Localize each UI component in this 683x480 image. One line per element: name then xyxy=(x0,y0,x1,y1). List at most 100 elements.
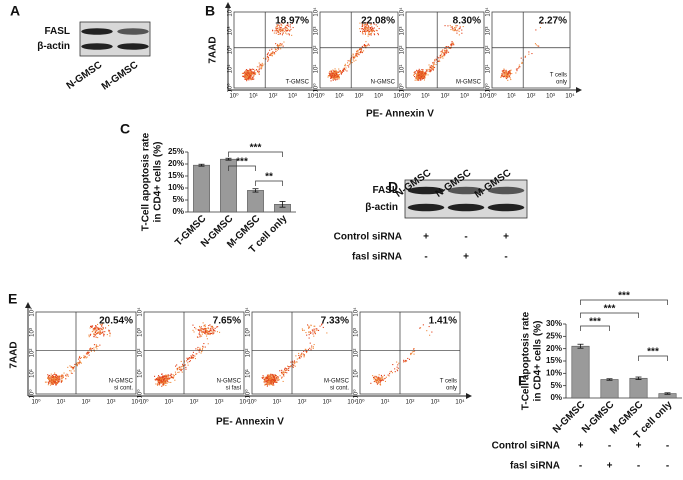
event-dot xyxy=(246,69,248,71)
x-tick-label: 10³ xyxy=(374,94,383,100)
event-dot xyxy=(361,49,363,51)
event-dot xyxy=(500,76,502,78)
event-dot xyxy=(57,375,59,377)
event-dot xyxy=(158,377,160,379)
x-tick-label: 10¹ xyxy=(507,94,516,100)
event-dot xyxy=(246,80,248,82)
event-dot xyxy=(62,375,64,377)
event-dot xyxy=(377,378,379,380)
event-dot xyxy=(373,376,375,378)
event-dot xyxy=(94,328,96,330)
event-dot xyxy=(292,363,294,365)
event-dot xyxy=(507,74,509,76)
event-dot xyxy=(508,71,510,73)
event-dot xyxy=(248,69,250,71)
event-dot xyxy=(276,45,278,47)
event-dot xyxy=(427,68,429,70)
event-dot xyxy=(192,357,194,359)
event-dot xyxy=(173,375,175,377)
event-dot xyxy=(502,74,504,76)
event-dot xyxy=(276,30,278,32)
event-dot xyxy=(92,330,94,332)
event-dot xyxy=(509,77,511,79)
event-dot xyxy=(78,356,80,358)
event-dot xyxy=(265,58,267,60)
event-dot xyxy=(262,63,264,65)
event-dot xyxy=(93,336,95,338)
sample-name: T-GMSC xyxy=(286,80,310,86)
event-dot xyxy=(260,67,262,69)
event-dot xyxy=(352,59,354,61)
x-axis-label: PE- Annexin V xyxy=(216,417,284,428)
event-dot xyxy=(309,326,311,328)
event-dot xyxy=(264,383,266,385)
event-dot xyxy=(510,69,512,71)
event-dot xyxy=(271,377,273,379)
event-dot xyxy=(188,358,190,360)
event-dot xyxy=(242,72,244,74)
blot-band xyxy=(407,203,445,212)
event-dot xyxy=(455,26,457,28)
event-dot xyxy=(504,74,506,76)
event-dot xyxy=(213,328,215,330)
event-dot xyxy=(258,69,260,71)
event-dot xyxy=(261,67,263,69)
event-dot xyxy=(245,75,247,77)
event-dot xyxy=(212,333,214,335)
event-dot xyxy=(166,382,168,384)
event-dot xyxy=(272,374,274,376)
event-dot xyxy=(370,34,372,36)
event-dot xyxy=(163,381,165,383)
sample-name: N-GMSC xyxy=(217,379,242,385)
event-dot xyxy=(422,324,424,326)
event-dot xyxy=(189,360,191,362)
event-dot xyxy=(56,383,58,385)
event-dot xyxy=(252,76,254,78)
event-dot xyxy=(164,378,166,380)
event-dot xyxy=(201,333,203,335)
event-dot xyxy=(248,73,250,75)
sample-name: N-GMSC xyxy=(371,80,396,86)
event-dot xyxy=(453,30,455,32)
event-dot xyxy=(60,380,62,382)
event-dot xyxy=(53,380,55,382)
event-dot xyxy=(277,378,279,380)
event-dot xyxy=(452,29,454,31)
event-dot xyxy=(363,31,365,33)
event-dot xyxy=(199,331,201,333)
event-dot xyxy=(192,351,194,353)
event-dot xyxy=(251,71,253,73)
event-dot xyxy=(103,335,105,337)
event-dot xyxy=(364,32,366,34)
event-dot xyxy=(173,375,175,377)
event-dot xyxy=(371,27,373,29)
event-dot xyxy=(247,77,249,79)
event-dot xyxy=(275,381,277,383)
event-dot xyxy=(446,51,448,53)
event-dot xyxy=(59,379,61,381)
event-dot xyxy=(180,370,182,372)
event-dot xyxy=(361,24,363,26)
x-tick-label: 10² xyxy=(269,94,278,100)
y-tick-label: 10⁰ xyxy=(399,83,406,93)
panel-letter: E xyxy=(8,291,17,307)
event-dot xyxy=(443,50,445,52)
event-dot xyxy=(264,379,266,381)
event-dot xyxy=(58,381,60,383)
event-dot xyxy=(244,76,246,78)
event-dot xyxy=(277,44,279,46)
event-dot xyxy=(202,322,204,324)
event-dot xyxy=(366,27,368,29)
event-dot xyxy=(451,27,453,29)
event-dot xyxy=(505,75,507,77)
event-dot xyxy=(98,327,100,329)
event-dot xyxy=(383,378,385,380)
event-dot xyxy=(280,48,282,50)
event-dot xyxy=(370,24,372,26)
event-dot xyxy=(502,70,504,72)
event-dot xyxy=(213,332,215,334)
event-dot xyxy=(207,333,209,335)
event-dot xyxy=(378,374,380,376)
event-dot xyxy=(265,377,267,379)
event-dot xyxy=(306,351,308,353)
